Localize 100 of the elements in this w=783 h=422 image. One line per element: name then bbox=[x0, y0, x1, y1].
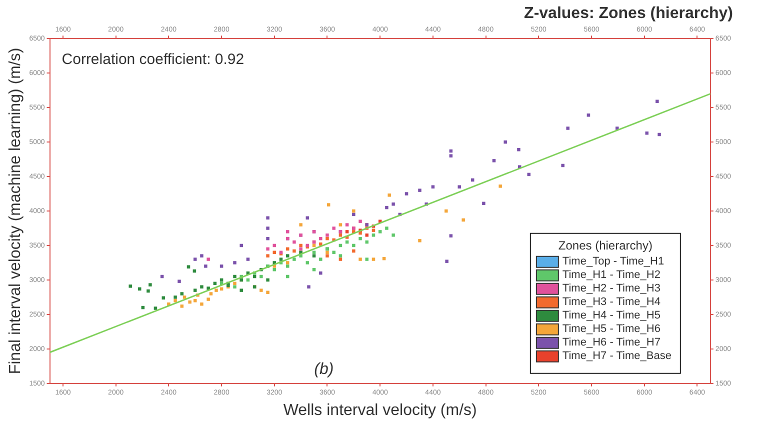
point bbox=[319, 242, 322, 246]
point bbox=[193, 288, 197, 292]
point bbox=[174, 299, 177, 302]
point bbox=[307, 285, 310, 288]
point bbox=[260, 274, 263, 278]
point bbox=[266, 236, 270, 240]
point bbox=[656, 100, 659, 103]
point bbox=[266, 254, 270, 258]
point bbox=[319, 271, 322, 275]
point bbox=[148, 283, 152, 286]
point bbox=[658, 132, 661, 136]
point bbox=[220, 264, 224, 268]
legend-title: Zones (hierarchy) bbox=[558, 238, 652, 253]
legend-label: Time_H5 - Time_H6 bbox=[562, 322, 660, 335]
point bbox=[431, 185, 435, 188]
point bbox=[385, 206, 388, 210]
annotation: (b) bbox=[314, 360, 334, 378]
point bbox=[358, 258, 362, 261]
point bbox=[392, 234, 395, 237]
point bbox=[128, 284, 132, 288]
point bbox=[372, 228, 376, 232]
chart-title: Z-values: Zones (hierarchy) bbox=[524, 5, 733, 22]
point bbox=[326, 254, 329, 258]
point bbox=[385, 226, 388, 230]
point bbox=[200, 254, 204, 258]
point bbox=[586, 114, 590, 117]
point bbox=[372, 234, 376, 237]
point bbox=[319, 236, 322, 240]
legend-label: Time_H1 - Time_H2 bbox=[562, 268, 660, 281]
point bbox=[292, 249, 296, 253]
point bbox=[358, 220, 362, 223]
legend-label: Time_H7 - Time_Base bbox=[562, 350, 672, 362]
point bbox=[193, 299, 197, 302]
point bbox=[209, 292, 213, 296]
point bbox=[358, 231, 362, 235]
point bbox=[266, 216, 270, 220]
point bbox=[260, 288, 263, 292]
legend-label: Time_H2 - Time_H3 bbox=[562, 282, 660, 294]
point bbox=[292, 258, 296, 261]
annotation: Correlation coefficient: 0.92 bbox=[62, 51, 244, 68]
point bbox=[345, 223, 349, 226]
point bbox=[326, 250, 329, 254]
point bbox=[326, 234, 329, 237]
point bbox=[338, 223, 342, 226]
legend-label: Time_Top - Time_H1 bbox=[562, 255, 664, 268]
point bbox=[462, 218, 465, 222]
point bbox=[240, 244, 243, 248]
point bbox=[178, 280, 181, 283]
legend-label: Time_H6 - Time_H7 bbox=[562, 336, 660, 348]
point bbox=[352, 244, 356, 248]
point bbox=[286, 264, 290, 268]
point bbox=[206, 298, 210, 301]
point bbox=[246, 258, 250, 261]
y-axis-title: Final interval velocity (machine learning) (m/s) bbox=[7, 48, 24, 374]
point bbox=[498, 184, 502, 188]
point bbox=[365, 234, 369, 237]
point bbox=[445, 260, 448, 263]
point bbox=[154, 306, 158, 310]
point bbox=[233, 274, 236, 278]
point bbox=[182, 296, 186, 299]
point bbox=[204, 264, 208, 268]
point bbox=[358, 236, 362, 240]
point bbox=[299, 223, 302, 226]
point bbox=[517, 148, 520, 152]
point bbox=[404, 192, 408, 196]
point bbox=[174, 296, 177, 299]
point bbox=[392, 202, 395, 206]
legend-label: Time_H4 - Time_H5 bbox=[562, 309, 660, 322]
point bbox=[326, 203, 330, 206]
point bbox=[449, 234, 453, 238]
point bbox=[345, 230, 349, 234]
point bbox=[279, 258, 283, 261]
point bbox=[444, 209, 448, 213]
point bbox=[193, 258, 197, 261]
point bbox=[319, 258, 322, 261]
point bbox=[338, 258, 342, 261]
point bbox=[378, 230, 382, 234]
point bbox=[352, 212, 356, 216]
point bbox=[292, 240, 296, 244]
point bbox=[266, 226, 270, 230]
point bbox=[365, 258, 369, 261]
point bbox=[266, 247, 270, 251]
point bbox=[146, 289, 150, 293]
point bbox=[286, 230, 290, 234]
point bbox=[312, 250, 316, 254]
x-axis-title: Wells interval velocity (m/s) bbox=[283, 402, 477, 419]
point bbox=[306, 261, 310, 264]
point bbox=[492, 159, 496, 162]
point bbox=[312, 254, 316, 258]
point bbox=[206, 258, 210, 261]
point bbox=[332, 250, 336, 254]
point bbox=[458, 185, 462, 188]
point bbox=[200, 302, 204, 306]
point bbox=[372, 258, 376, 261]
point bbox=[352, 209, 356, 213]
point bbox=[286, 254, 290, 258]
point bbox=[186, 265, 190, 268]
point bbox=[504, 140, 507, 144]
point bbox=[418, 188, 422, 192]
point bbox=[299, 244, 302, 248]
